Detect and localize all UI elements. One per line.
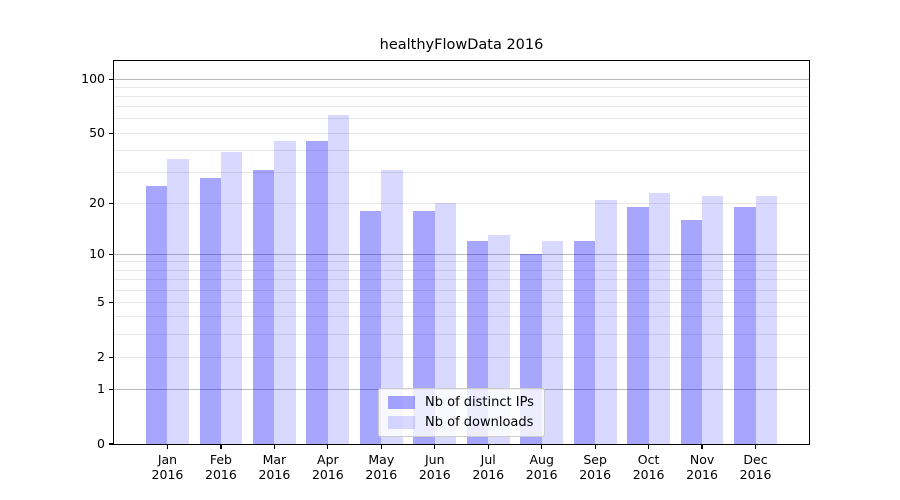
bar-mar-distinct-ips	[253, 170, 275, 444]
x-tick-label-jan: Jan 2016	[151, 452, 184, 482]
legend-item-downloads: Nb of downloads	[388, 415, 534, 430]
x-tick-label-apr: Apr 2016	[311, 452, 344, 482]
y-tick-mark-100	[109, 78, 113, 80]
x-tick-mark-apr	[327, 445, 329, 449]
bar-nov-downloads	[702, 196, 724, 444]
gridline-8	[114, 269, 809, 271]
gridline-60	[114, 118, 809, 120]
x-tick-mark-jun	[434, 445, 436, 449]
gridline-9	[114, 261, 809, 263]
y-tick-mark-2	[109, 356, 113, 358]
gridline-30	[114, 172, 809, 173]
gridline-90	[114, 86, 809, 88]
y-tick-label-0: 0	[97, 436, 105, 451]
legend-swatch-downloads	[388, 416, 415, 429]
y-tick-label-5: 5	[97, 294, 105, 310]
x-tick-mark-aug	[541, 445, 543, 449]
y-tick-mark-20	[109, 202, 113, 204]
gridline-40	[114, 149, 809, 151]
gridline-50	[114, 132, 809, 134]
x-tick-label-nov: Nov 2016	[686, 452, 718, 482]
x-tick-mark-jan	[166, 445, 169, 449]
gridline-5	[114, 301, 809, 303]
y-tick-label-100: 100	[81, 71, 105, 87]
bar-jun-distinct-ips	[413, 211, 435, 444]
gridline-10	[114, 253, 809, 255]
x-tick-label-dec: Dec 2016	[739, 452, 772, 482]
x-tick-label-jul: Jul 2016	[472, 452, 505, 482]
gridline-3	[114, 333, 809, 335]
y-tick-mark-10	[109, 253, 113, 255]
gridline-70	[114, 106, 809, 108]
x-tick-label-mar: Mar 2016	[258, 452, 291, 482]
y-tick-mark-1	[109, 388, 113, 390]
x-tick-mark-may	[380, 445, 382, 449]
x-tick-mark-jul	[487, 445, 489, 449]
x-tick-label-feb: Feb 2016	[205, 452, 237, 482]
y-tick-mark-0	[109, 443, 113, 445]
bar-layer	[114, 61, 809, 444]
bar-jan-downloads	[167, 158, 189, 444]
legend-label-downloads: Nb of downloads	[425, 415, 534, 430]
legend-label-distinct-ips: Nb of distinct IPs	[425, 395, 534, 410]
x-tick-label-sep: Sep 2016	[579, 452, 612, 482]
bar-mar-downloads	[274, 141, 296, 444]
bar-apr-distinct-ips	[306, 141, 328, 444]
x-tick-label-jun: Jun 2016	[418, 452, 451, 482]
bar-feb-downloads	[220, 152, 243, 444]
x-tick-mark-feb	[220, 445, 222, 449]
bar-nov-distinct-ips	[680, 220, 703, 444]
bar-may-downloads	[381, 170, 403, 444]
x-tick-mark-nov	[701, 445, 703, 449]
legend-swatch-distinct-ips	[388, 396, 415, 409]
bar-may-distinct-ips	[359, 211, 382, 444]
chart-title: healthyFlowData 2016	[379, 37, 544, 53]
gridline-2	[114, 356, 809, 358]
gridline-6	[114, 289, 809, 291]
bar-aug-downloads	[541, 241, 564, 444]
y-tick-label-50: 50	[89, 125, 105, 141]
gridline-7	[114, 279, 809, 281]
y-tick-mark-50	[109, 132, 113, 134]
grid-layer	[114, 61, 809, 444]
bar-dec-distinct-ips	[734, 207, 756, 444]
legend: Nb of distinct IPs Nb of downloads	[378, 388, 545, 437]
gridline-80	[114, 96, 809, 98]
bar-oct-distinct-ips	[627, 207, 649, 444]
y-tick-label-2: 2	[97, 349, 105, 365]
bar-oct-downloads	[648, 192, 670, 444]
bar-jan-distinct-ips	[146, 186, 168, 444]
y-tick-label-1: 1	[97, 381, 105, 397]
gridline-20	[114, 202, 809, 204]
legend-item-distinct-ips: Nb of distinct IPs	[388, 395, 534, 410]
bar-apr-downloads	[327, 115, 350, 444]
x-tick-mark-mar	[273, 445, 275, 449]
bar-sep-downloads	[595, 199, 617, 444]
x-tick-label-aug: Aug 2016	[525, 452, 558, 482]
x-tick-mark-sep	[594, 445, 596, 449]
bar-dec-downloads	[755, 196, 777, 444]
y-tick-mark-5	[109, 301, 113, 303]
plot-area: Nb of distinct IPs Nb of downloads	[113, 60, 810, 445]
x-tick-mark-dec	[754, 445, 757, 449]
y-tick-label-20: 20	[89, 195, 105, 211]
x-tick-mark-oct	[648, 445, 650, 449]
bar-sep-distinct-ips	[573, 241, 596, 444]
gridline-100	[114, 78, 809, 80]
x-tick-label-may: May 2016	[365, 452, 398, 482]
gridline-4	[114, 316, 809, 318]
x-tick-label-oct: Oct 2016	[632, 452, 665, 482]
bar-jun-downloads	[434, 203, 457, 444]
bar-feb-distinct-ips	[199, 177, 221, 444]
y-tick-label-10: 10	[89, 246, 105, 262]
